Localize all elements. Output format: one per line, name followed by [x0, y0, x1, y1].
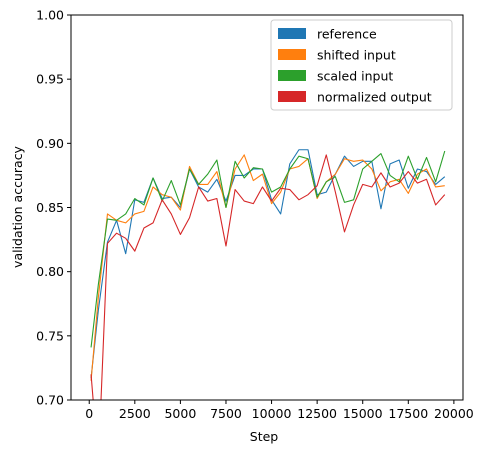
series-line-normalized-output — [90, 154, 446, 400]
legend-swatch — [278, 70, 306, 81]
series-line-shifted-input — [90, 154, 445, 381]
x-tick-label: 2500 — [119, 406, 151, 421]
x-tick-label: 5000 — [164, 406, 196, 421]
legend-box — [270, 19, 453, 111]
x-tick-label: 12500 — [297, 406, 337, 421]
legend-swatch — [278, 28, 306, 39]
x-tick-label: 7500 — [210, 406, 242, 421]
x-axis-ticks: 0 2500 5000 7500 10000 12500 15000 17500 20000 — [85, 400, 474, 421]
legend-swatch — [278, 49, 306, 60]
x-tick-label: 17500 — [388, 406, 428, 421]
legend-label: normalized output — [317, 90, 432, 105]
y-tick-label: 0.85 — [36, 200, 64, 215]
y-axis-title: validation accuracy — [10, 145, 25, 268]
legend-label: shifted input — [317, 48, 396, 63]
y-tick-label: 0.75 — [36, 328, 64, 343]
series-line-scaled-input — [90, 150, 446, 348]
legend-label: scaled input — [317, 69, 393, 84]
y-tick-label: 0.70 — [36, 393, 64, 408]
x-axis-title: Step — [250, 429, 279, 444]
y-tick-label: 1.00 — [36, 8, 64, 23]
legend: reference shifted input scaled input normal… — [270, 19, 453, 111]
y-tick-label: 0.90 — [36, 136, 64, 151]
x-tick-label: 0 — [85, 406, 93, 421]
legend-swatch — [278, 91, 306, 102]
series-lines — [90, 149, 446, 400]
y-axis-ticks: 0.70 0.75 0.80 0.85 0.90 0.95 1.00 — [36, 8, 71, 408]
y-tick-label: 0.95 — [36, 72, 64, 87]
x-tick-label: 10000 — [252, 406, 292, 421]
x-tick-label: 20000 — [434, 406, 474, 421]
x-tick-label: 15000 — [343, 406, 383, 421]
y-tick-label: 0.80 — [36, 264, 64, 279]
legend-label: reference — [317, 27, 377, 42]
